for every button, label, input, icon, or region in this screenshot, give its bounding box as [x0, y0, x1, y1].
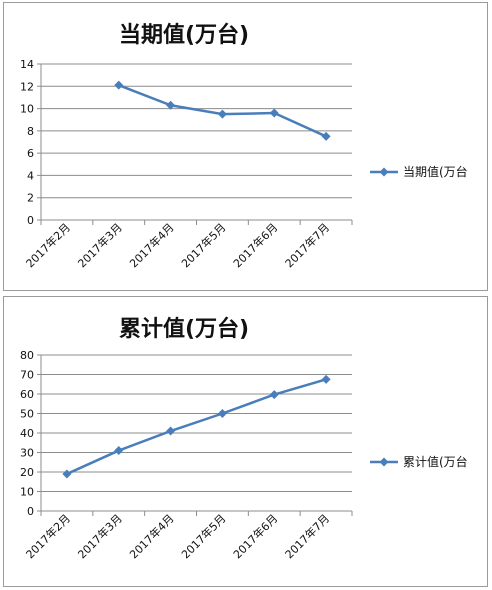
y-tick-label: 20: [20, 466, 34, 479]
data-point: [166, 100, 176, 110]
y-tick-label: 10: [20, 486, 34, 499]
data-point: [217, 409, 227, 418]
legend-label: 累计值(万台: [403, 455, 468, 469]
data-point: [217, 109, 227, 119]
y-tick-label: 14: [20, 58, 34, 71]
y-tick-label: 10: [20, 103, 34, 116]
x-tick-label: 2017年2月: [23, 220, 73, 270]
legend: 累计值(万台: [369, 453, 468, 470]
x-tick-label: 2017年4月: [127, 511, 177, 561]
x-tick-label: 2017年5月: [178, 511, 228, 561]
y-tick-label: 50: [20, 408, 34, 421]
series-line: [66, 378, 327, 476]
legend-marker-icon: [370, 457, 398, 466]
y-tick-label: 2: [27, 192, 34, 205]
y-tick-label: 12: [20, 80, 34, 93]
y-tick-label: 60: [20, 388, 34, 401]
x-tick-label: 2017年7月: [282, 511, 332, 561]
data-point: [269, 108, 279, 118]
y-tick-label: 6: [27, 147, 34, 160]
legend-label: 当期值(万台: [403, 165, 468, 179]
x-tick-label: 2017年6月: [230, 220, 280, 270]
legend: 当期值(万台: [369, 163, 468, 180]
data-point: [321, 131, 331, 141]
y-tick-label: 70: [20, 369, 34, 382]
chart-panel-cumulative: 累计值(万台) 0 10 20 30 40 50 60 70 80 2017年2月 2017年3月 2…: [3, 296, 488, 587]
x-tick-label: 2017年3月: [75, 220, 125, 270]
chart-title: 累计值(万台): [118, 317, 250, 342]
y-tick-label: 4: [27, 169, 34, 182]
y-tick-label: 30: [20, 447, 34, 460]
data-point: [62, 469, 72, 479]
legend-marker-icon: [370, 167, 398, 176]
x-tick-label: 2017年7月: [282, 220, 332, 270]
data-point: [269, 390, 279, 400]
chart-panel-current: 当期值(万台) 0 2 4 6 8 10 12 14 2017年2月 2017年3月 2017年4月…: [3, 2, 488, 291]
data-point: [166, 426, 176, 436]
x-tick-label: 2017年6月: [230, 511, 280, 561]
data-point: [114, 446, 124, 456]
x-tick-label: 2017年2月: [23, 511, 73, 561]
x-tick-label: 2017年3月: [75, 511, 125, 561]
y-tick-label: 8: [27, 125, 34, 138]
data-point: [114, 80, 124, 90]
data-point: [321, 374, 331, 384]
x-tick-label: 2017年4月: [127, 220, 177, 270]
y-tick-label: 0: [27, 505, 34, 518]
y-tick-label: 0: [27, 214, 34, 227]
y-tick-label: 80: [20, 349, 34, 362]
y-tick-label: 40: [20, 427, 34, 440]
x-tick-label: 2017年5月: [178, 220, 228, 270]
chart-title: 当期值(万台): [118, 23, 250, 48]
